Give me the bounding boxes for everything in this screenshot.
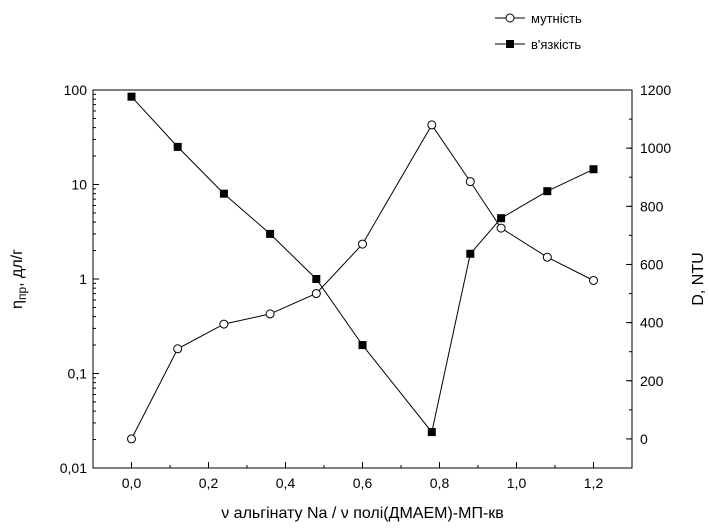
data-point-circle	[265, 309, 275, 319]
y-left-axis-title: ηпр, дл/г	[9, 249, 29, 309]
y-left-tick-label: 100	[64, 82, 88, 98]
legend-label: мутність	[531, 11, 582, 26]
data-point-square	[466, 249, 475, 258]
series-line	[131, 123, 594, 440]
data-point-square	[266, 229, 275, 238]
legend-marker-circle	[505, 13, 515, 23]
y-left-tick-label: 1	[79, 271, 87, 287]
series-lines	[131, 96, 594, 440]
data-point-circle	[465, 177, 475, 187]
y-right-tick-label: 200	[640, 373, 664, 389]
y-right-tick-label: 0	[640, 431, 648, 447]
data-point-square	[312, 275, 321, 283]
y-left-title-sub: пр	[15, 287, 29, 300]
y-right-tick-label: 800	[640, 198, 664, 214]
series-line	[131, 96, 594, 434]
legend-marker-square	[506, 40, 514, 48]
x-tick-label: 0,0	[122, 475, 142, 491]
y-left-tick-label: 0,01	[60, 460, 87, 476]
x-tick-label: 0,2	[199, 475, 219, 491]
data-point-square	[358, 341, 367, 350]
x-tick-label: 0,8	[430, 475, 450, 491]
y-left-title-main: η	[9, 300, 26, 309]
legend-label: в'язкість	[531, 37, 581, 52]
data-point-circle	[173, 344, 183, 354]
data-point-circle	[219, 319, 229, 329]
y-left-tick-label: 0,1	[68, 366, 88, 382]
data-point-circle	[542, 252, 552, 262]
data-point-square	[173, 142, 182, 151]
y-left-axis: 0,01 0,1 1 10 100	[60, 82, 99, 476]
data-point-square	[219, 189, 228, 198]
data-point-square	[427, 428, 436, 437]
legend: мутність в'язкість	[495, 11, 582, 52]
data-point-circle	[311, 289, 321, 299]
x-tick-label: 0,6	[353, 475, 373, 491]
x-tick-label: 0,4	[276, 475, 296, 491]
data-point-circle	[496, 223, 506, 233]
series-markers	[127, 92, 598, 444]
x-tick-label: 1,2	[584, 475, 604, 491]
data-point-circle	[358, 239, 367, 249]
y-right-axis: 0 200 400 600 800 1000 1200	[626, 82, 671, 469]
y-right-tick-label: 400	[640, 315, 664, 331]
y-right-tick-label: 600	[640, 256, 664, 272]
data-point-square	[543, 187, 552, 196]
y-left-title-rest: , дл/г	[9, 249, 26, 287]
data-point-square	[127, 92, 136, 101]
y-right-tick-label: 1200	[640, 82, 671, 98]
y-right-axis-title: D, NTU	[690, 252, 707, 305]
data-point-square	[589, 165, 598, 174]
x-axis: 0,0 0,2 0,4 0,6 0,8 1,0 1,2	[92, 462, 633, 491]
data-point-square	[497, 214, 506, 223]
x-tick-label: 1,0	[507, 475, 527, 491]
data-point-circle	[589, 275, 598, 285]
data-point-circle	[127, 434, 136, 444]
y-right-tick-label: 1000	[640, 140, 671, 156]
x-axis-title: ν альгінату Na / ν полі(ДМАЕМ)-МП-кв	[221, 505, 504, 522]
y-left-tick-label: 10	[71, 177, 87, 193]
data-point-circle	[427, 120, 437, 130]
